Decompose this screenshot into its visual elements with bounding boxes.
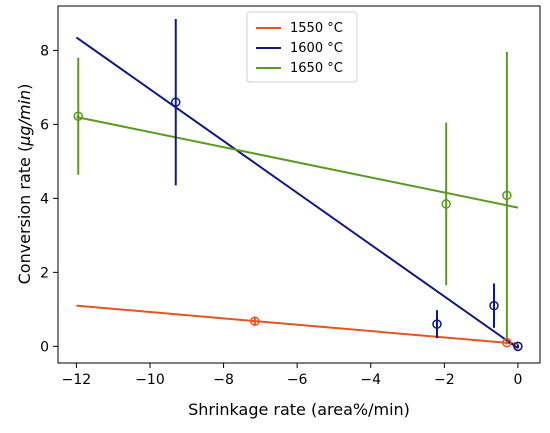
data-point-1600 bbox=[170, 97, 181, 107]
data-point-1600 bbox=[489, 300, 499, 311]
y-tick-label: 0 bbox=[40, 339, 49, 355]
fit-line-1650 bbox=[76, 116, 519, 209]
data-point-1650 bbox=[502, 190, 512, 201]
x-tick-label: −8 bbox=[213, 372, 234, 388]
y-tick-label: 2 bbox=[40, 265, 49, 281]
data-point-1600 bbox=[432, 319, 442, 329]
x-tick-label: −6 bbox=[287, 372, 308, 388]
data-point-1600 bbox=[513, 341, 523, 352]
x-axis-label: Shrinkage rate (area%/min) bbox=[188, 400, 410, 419]
x-axis-ticks: −12 −10 −8 −6 −4 −2 0 bbox=[62, 363, 522, 388]
fit-lines bbox=[75, 36, 519, 350]
data-point-1550 bbox=[250, 316, 260, 326]
y-axis-label-unit: μg/min bbox=[15, 90, 34, 147]
x-tick-label: −4 bbox=[360, 372, 381, 388]
legend-label-1650: 1650 °C bbox=[290, 61, 343, 76]
data-point-1550 bbox=[502, 337, 512, 348]
y-axis-label-prefix: Conversion rate ( bbox=[15, 146, 34, 285]
x-tick-label: −12 bbox=[62, 372, 92, 388]
y-tick-label: 8 bbox=[40, 43, 49, 59]
legend-label-1550: 1550 °C bbox=[290, 21, 343, 36]
data-point-1650 bbox=[441, 199, 451, 209]
error-bars bbox=[77, 18, 519, 349]
x-tick-label: −10 bbox=[135, 372, 165, 388]
legend: 1550 °C 1600 °C 1650 °C bbox=[246, 11, 358, 83]
legend-label-1600: 1600 °C bbox=[290, 41, 343, 56]
y-tick-label: 6 bbox=[40, 117, 49, 133]
data-point-1650 bbox=[73, 111, 83, 121]
y-axis-ticks: 0 2 4 6 8 bbox=[40, 43, 58, 355]
legend-frame bbox=[246, 11, 358, 83]
y-axis-label-suffix: ) bbox=[15, 84, 34, 90]
y-tick-label: 4 bbox=[40, 191, 49, 207]
fit-line-1550 bbox=[76, 304, 519, 345]
data-markers bbox=[73, 97, 523, 352]
x-tick-label: −2 bbox=[434, 372, 455, 388]
y-axis-label: Conversion rate (μg/min) bbox=[15, 84, 34, 285]
x-tick-label: 0 bbox=[513, 372, 522, 388]
fit-line-1600 bbox=[75, 36, 519, 350]
